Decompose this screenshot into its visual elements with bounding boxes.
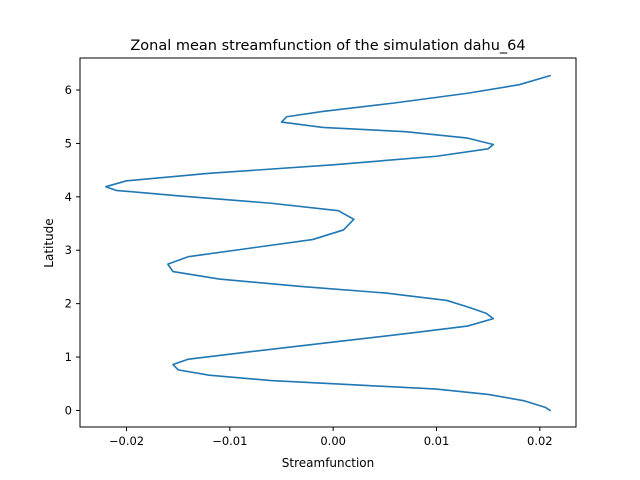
chart-title: Zonal mean streamfunction of the simulat…	[130, 38, 525, 54]
y-tick-label: 5	[65, 136, 72, 150]
x-axis: −0.02 −0.01 0.00 0.01 0.02	[109, 427, 553, 448]
x-tick-label: −0.01	[212, 434, 247, 448]
y-tick-label: 3	[65, 243, 72, 257]
series-line	[105, 74, 551, 412]
y-tick-label: 4	[65, 190, 72, 204]
y-tick-label: 6	[65, 83, 72, 97]
axes-frame	[79, 57, 577, 428]
plot-area	[105, 74, 551, 412]
x-tick-label: 0.02	[527, 434, 553, 448]
y-tick-label: 0	[65, 403, 72, 417]
x-tick-label: −0.02	[109, 434, 144, 448]
y-axis-label: Latitude	[42, 218, 56, 267]
y-tick-label: 1	[65, 350, 72, 364]
y-tick-label: 2	[65, 297, 72, 311]
x-axis-label: Streamfunction	[282, 456, 374, 470]
x-tick-label: 0.01	[424, 434, 450, 448]
x-tick-label: 0.00	[320, 434, 346, 448]
y-axis: 0 1 2 3 4 5 6	[65, 83, 80, 417]
